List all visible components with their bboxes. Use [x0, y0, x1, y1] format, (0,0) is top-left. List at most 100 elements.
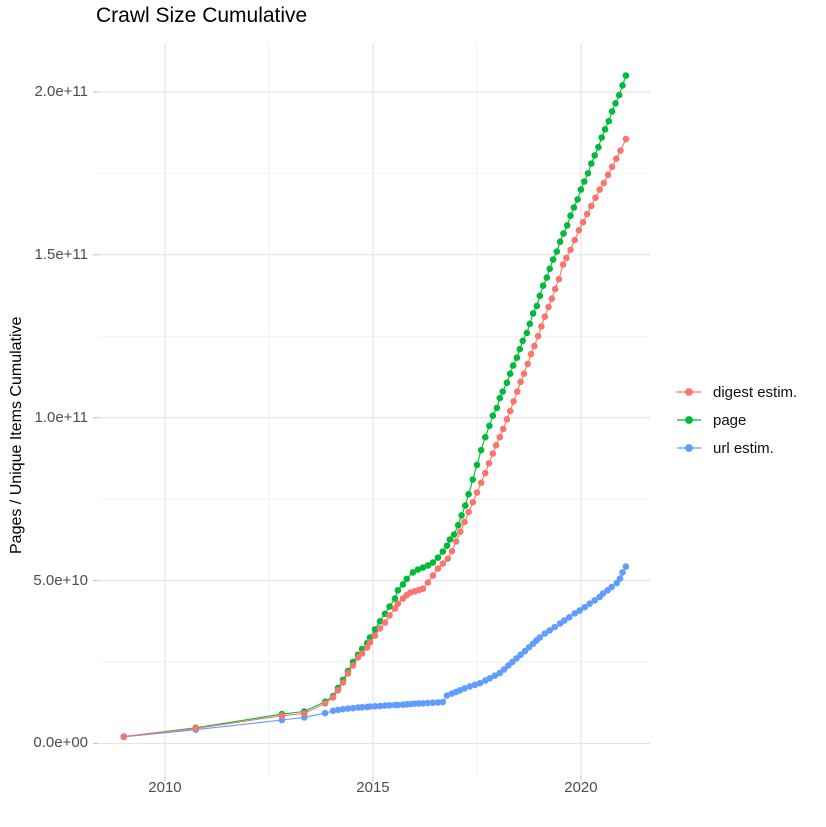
data-point	[386, 603, 393, 610]
data-point	[583, 210, 591, 218]
data-point	[531, 342, 538, 350]
data-point	[492, 442, 500, 449]
legend-label: page	[713, 411, 747, 429]
data-point	[391, 595, 399, 602]
data-point	[519, 337, 526, 345]
data-point	[485, 460, 493, 467]
data-point	[500, 666, 508, 673]
data-point	[575, 227, 583, 234]
data-point	[358, 650, 366, 657]
data-point	[489, 412, 497, 420]
data-point	[482, 469, 489, 477]
data-point	[465, 508, 472, 516]
data-point	[462, 502, 469, 509]
data-point	[559, 261, 567, 268]
data-point	[581, 603, 588, 611]
data-point	[604, 171, 612, 179]
data-point	[576, 607, 583, 614]
data-point	[371, 632, 379, 639]
data-point	[608, 583, 615, 591]
data-point	[553, 248, 561, 255]
y-tick-label: 2.0e+11	[34, 82, 88, 100]
data-point	[465, 490, 472, 498]
data-point	[541, 313, 549, 321]
data-point	[329, 707, 337, 715]
data-point	[521, 647, 529, 655]
data-point	[548, 295, 556, 303]
data-point	[486, 422, 493, 430]
data-point	[608, 108, 616, 115]
data-point	[503, 379, 511, 387]
data-point	[391, 605, 399, 612]
data-point	[403, 575, 411, 583]
data-point	[526, 320, 534, 328]
data-point	[461, 518, 468, 526]
data-point	[366, 703, 374, 710]
data-point	[615, 91, 623, 99]
data-point	[321, 709, 329, 717]
data-point	[424, 579, 432, 586]
data-point	[496, 433, 504, 441]
data-point	[394, 701, 402, 709]
series-line-2	[123, 566, 627, 738]
data-point	[394, 600, 402, 607]
data-point	[434, 565, 442, 572]
data-point	[466, 683, 474, 690]
data-point	[543, 274, 551, 281]
data-point	[534, 332, 542, 340]
data-point	[499, 425, 507, 433]
data-point	[419, 564, 427, 571]
data-point	[527, 350, 535, 358]
data-point	[429, 559, 437, 566]
data-point	[514, 388, 521, 395]
data-point	[376, 618, 384, 625]
data-point	[520, 370, 528, 378]
data-point	[499, 388, 507, 395]
data-point	[538, 323, 545, 330]
data-point	[567, 212, 574, 219]
data-point	[434, 699, 442, 706]
legend-label: url estim.	[713, 439, 774, 457]
data-point	[429, 699, 437, 706]
data-point	[566, 614, 573, 621]
data-point	[329, 694, 337, 701]
data-point	[358, 704, 366, 711]
data-point	[561, 617, 568, 624]
data-point	[601, 126, 609, 133]
data-point	[586, 600, 593, 607]
data-point	[509, 362, 517, 369]
data-point	[546, 627, 553, 634]
data-point	[344, 670, 352, 677]
data-point	[600, 179, 608, 187]
legend-key-icon	[677, 388, 701, 396]
legend-label: digest estim.	[713, 383, 798, 401]
data-point	[381, 619, 389, 626]
legend-item-page: page	[676, 406, 797, 434]
data-point	[529, 310, 537, 317]
data-point	[545, 303, 552, 311]
data-point	[473, 461, 481, 469]
data-point	[192, 725, 200, 732]
data-point	[516, 345, 524, 353]
data-point	[486, 675, 494, 682]
data-point	[461, 685, 468, 692]
data-point	[617, 147, 624, 154]
data-point	[358, 645, 366, 653]
data-point	[349, 662, 357, 669]
data-point	[506, 370, 514, 378]
data-point	[371, 626, 379, 633]
data-point	[536, 634, 544, 641]
data-point	[448, 547, 456, 555]
data-point	[454, 521, 462, 529]
data-point	[386, 612, 393, 619]
data-point	[394, 587, 402, 594]
data-point	[574, 196, 581, 203]
data-point	[556, 238, 564, 245]
data-point	[549, 256, 557, 263]
x-tick-label: 2015	[356, 779, 390, 796]
data-point	[457, 528, 464, 535]
data-point	[510, 398, 517, 405]
data-point	[555, 275, 563, 283]
data-point	[120, 733, 128, 740]
